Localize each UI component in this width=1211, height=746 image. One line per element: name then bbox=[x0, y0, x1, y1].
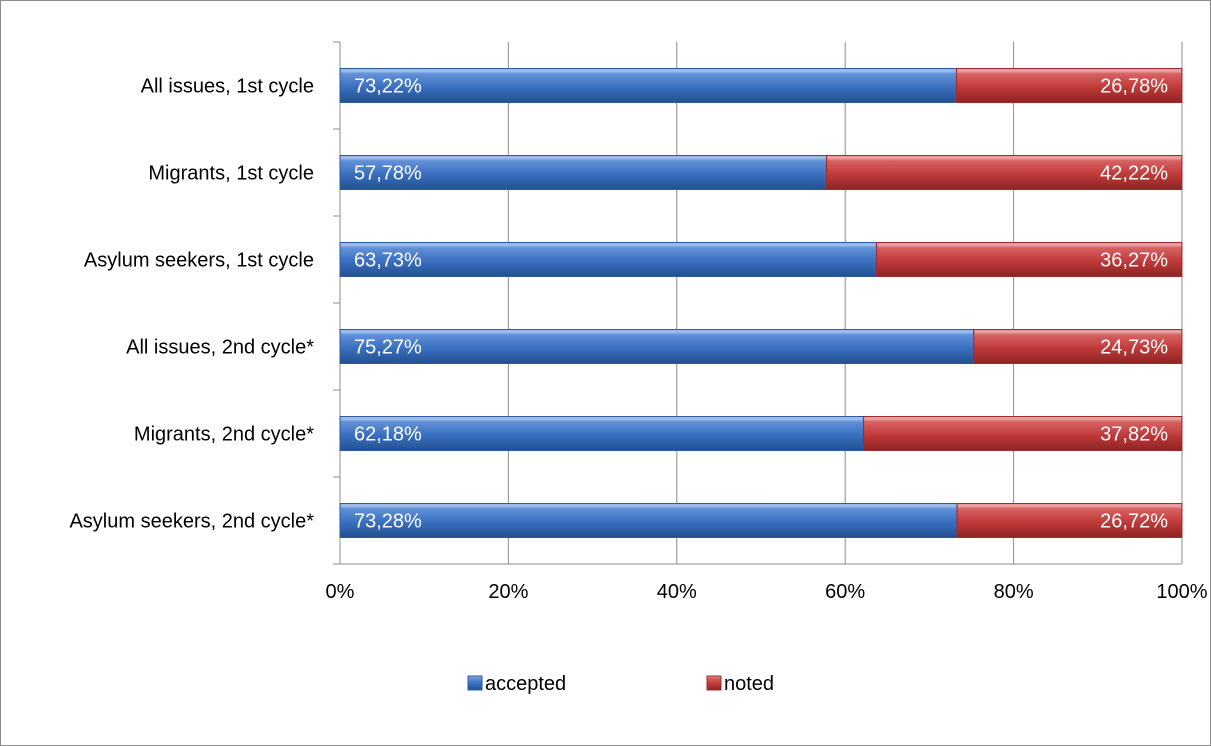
bar-segment-accepted bbox=[339, 503, 958, 538]
legend: accepted noted bbox=[467, 673, 774, 695]
bar-segment-noted bbox=[876, 242, 1183, 277]
bar-highlight bbox=[341, 330, 973, 334]
bar-highlight bbox=[341, 156, 826, 160]
bar-highlight bbox=[958, 504, 1181, 508]
bar-highlight bbox=[864, 417, 1181, 421]
category-label: Migrants, 2nd cycle* bbox=[134, 424, 314, 446]
x-tick-label: 40% bbox=[657, 581, 697, 603]
category-label: All issues, 1st cycle bbox=[141, 76, 314, 98]
bar-segment-accepted bbox=[339, 416, 865, 451]
x-tick-label: 100% bbox=[1156, 581, 1207, 603]
legend-swatch-accepted bbox=[467, 675, 483, 691]
x-tick-label: 60% bbox=[825, 581, 865, 603]
axes bbox=[333, 41, 1182, 565]
legend-label-accepted: accepted bbox=[485, 673, 566, 695]
bar-segment-noted bbox=[826, 155, 1183, 190]
data-label-accepted: 75,27% bbox=[354, 337, 422, 359]
data-label-accepted: 62,18% bbox=[354, 424, 422, 446]
bar-segment-accepted bbox=[339, 68, 958, 103]
data-label-noted: 24,73% bbox=[1100, 337, 1168, 359]
bars bbox=[339, 68, 1183, 538]
data-label-noted: 37,82% bbox=[1100, 424, 1168, 446]
bar-highlight bbox=[341, 504, 957, 508]
x-tick-label: 0% bbox=[326, 581, 355, 603]
x-tick-label: 80% bbox=[994, 581, 1034, 603]
data-label-noted: 42,22% bbox=[1100, 163, 1168, 185]
x-tick-label: 20% bbox=[488, 581, 528, 603]
legend-label-noted: noted bbox=[724, 673, 774, 695]
gridlines bbox=[507, 42, 1183, 564]
bar-segment-noted bbox=[956, 503, 1183, 538]
labels: 0% 20% 40% 60% 80% 100% All issues, 1st cycle 7… bbox=[69, 76, 1207, 604]
bar-highlight bbox=[974, 330, 1181, 334]
category-label: All issues, 2nd cycle* bbox=[126, 337, 314, 359]
data-label-accepted: 73,28% bbox=[354, 511, 422, 533]
category-label: Migrants, 1st cycle bbox=[148, 163, 314, 185]
bar-highlight bbox=[827, 156, 1181, 160]
data-label-noted: 26,78% bbox=[1100, 76, 1168, 98]
bar-highlight bbox=[341, 417, 863, 421]
bar-segment-noted bbox=[956, 68, 1183, 103]
data-label-accepted: 73,22% bbox=[354, 76, 422, 98]
bar-highlight bbox=[877, 243, 1181, 247]
legend-swatch-noted bbox=[706, 675, 722, 691]
category-label: Asylum seekers, 2nd cycle* bbox=[69, 511, 314, 533]
data-label-noted: 36,27% bbox=[1100, 250, 1168, 272]
bar-highlight bbox=[957, 69, 1181, 73]
bar-segment-accepted bbox=[339, 329, 975, 364]
category-label: Asylum seekers, 1st cycle bbox=[84, 250, 314, 272]
bar-segment-noted bbox=[863, 416, 1183, 451]
bar-segment-noted bbox=[973, 329, 1183, 364]
data-label-accepted: 63,73% bbox=[354, 250, 422, 272]
data-label-noted: 26,72% bbox=[1100, 511, 1168, 533]
data-label-accepted: 57,78% bbox=[354, 163, 422, 185]
bar-highlight bbox=[341, 243, 876, 247]
bar-highlight bbox=[341, 69, 956, 73]
